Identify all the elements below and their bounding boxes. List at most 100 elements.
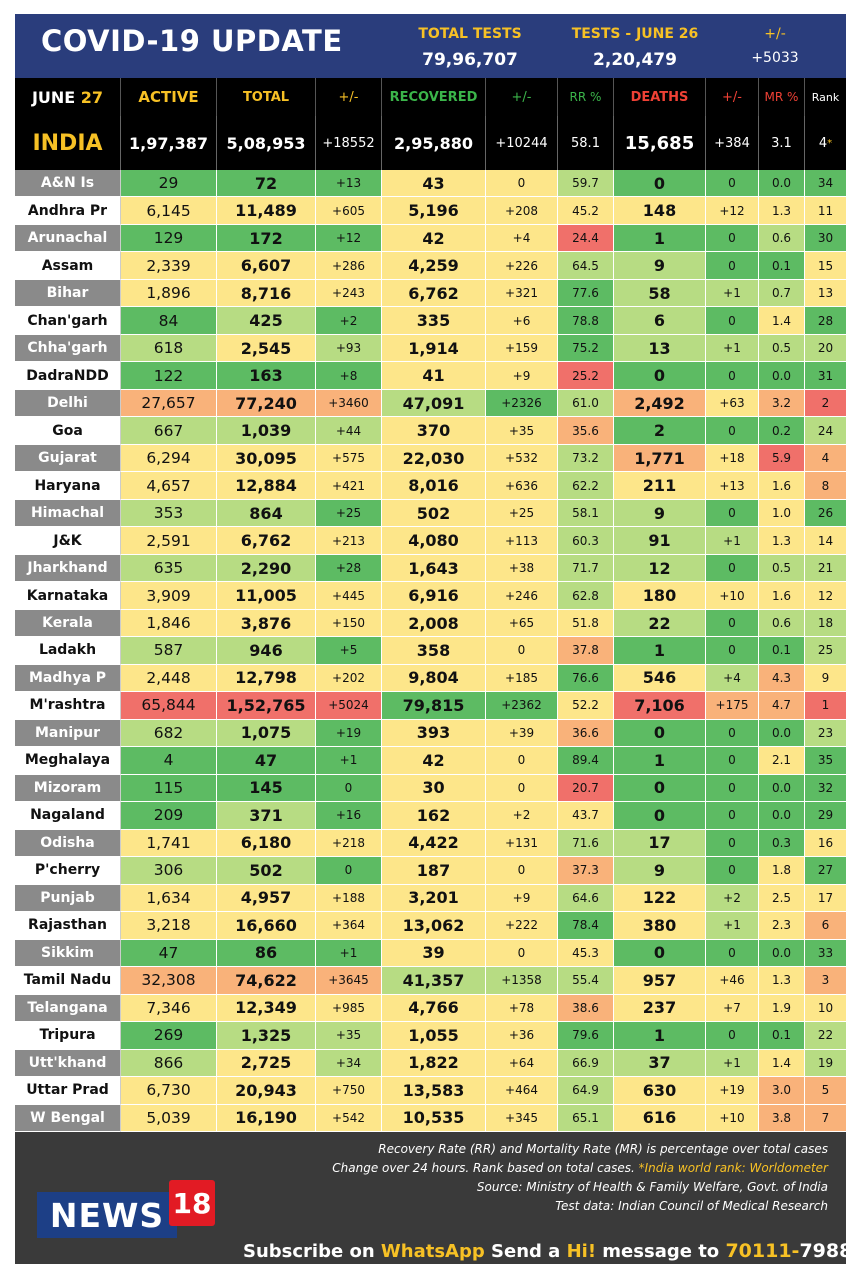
table-row: Manipur6821,075+19393+3936.6000.023 — [15, 720, 846, 747]
cell-total: 11,489 — [217, 197, 316, 224]
cell-rc: +36 — [486, 1022, 558, 1049]
table-row: M'rashtra65,8441,52,765+502479,815+23625… — [15, 692, 846, 719]
cell-total: 11,005 — [217, 582, 316, 609]
cell-rc: +222 — [486, 912, 558, 939]
cell-tc: +750 — [316, 1077, 382, 1104]
cell-rank: 23 — [805, 720, 846, 747]
cell-name: Telangana — [15, 995, 121, 1022]
cell-rc: 0 — [486, 940, 558, 967]
cell-rc: 0 — [486, 637, 558, 664]
cell-mr: 1.3 — [759, 527, 805, 554]
cell-total: 425 — [217, 307, 316, 334]
cell-dc: +10 — [706, 582, 759, 609]
cell-rank: 27 — [805, 857, 846, 884]
tests-day-value: 2,20,479 — [560, 50, 710, 70]
cell-active: 84 — [121, 307, 217, 334]
cell-mr: 1.4 — [759, 307, 805, 334]
cell-mr: 4.3 — [759, 665, 805, 692]
cell-dc: +1 — [706, 1050, 759, 1077]
cell-rc: +159 — [486, 335, 558, 362]
table-row: Utt'khand8662,725+341,822+6466.937+11.41… — [15, 1050, 846, 1077]
cell-rec: 187 — [382, 857, 486, 884]
cell-name: Sikkim — [15, 940, 121, 967]
cell-rr: 35.6 — [558, 417, 614, 444]
cell-rc: +464 — [486, 1077, 558, 1104]
cell-total: 30,095 — [217, 445, 316, 472]
cell-dc: 0 — [706, 252, 759, 279]
cell-deaths: 2,492 — [614, 390, 706, 417]
cell-name: M'rashtra — [15, 692, 121, 719]
cell-rank: 35 — [805, 747, 846, 774]
cell-mr: 0.6 — [759, 225, 805, 252]
cell-name: Manipur — [15, 720, 121, 747]
cell-mr: 1.6 — [759, 582, 805, 609]
cell-tc: +19 — [316, 720, 382, 747]
col-total-change: +/- — [316, 78, 382, 116]
table-row: Karnataka3,90911,005+4456,916+24662.8180… — [15, 582, 846, 609]
cell-total: 47 — [217, 747, 316, 774]
cell-deaths: 9 — [614, 500, 706, 527]
cell-total: 6,607 — [217, 252, 316, 279]
cell-name: Kerala — [15, 610, 121, 637]
cell-rr: 45.3 — [558, 940, 614, 967]
table-row: DadraNDD122163+841+925.2000.031 — [15, 362, 846, 389]
cell-rank: 20 — [805, 335, 846, 362]
table-row: Haryana4,65712,884+4218,016+63662.2211+1… — [15, 472, 846, 499]
india-active: 1,97,387 — [121, 116, 217, 170]
cell-mr: 2.5 — [759, 885, 805, 912]
cell-dc: +1 — [706, 912, 759, 939]
subscribe-hi: Hi! — [567, 1241, 596, 1262]
cell-name: J&K — [15, 527, 121, 554]
cell-active: 65,844 — [121, 692, 217, 719]
table-row: Punjab1,6344,957+1883,201+964.6122+22.51… — [15, 885, 846, 912]
cell-total: 74,622 — [217, 967, 316, 994]
col-total: TOTAL — [217, 78, 316, 116]
cell-rec: 1,822 — [382, 1050, 486, 1077]
cell-rc: +246 — [486, 582, 558, 609]
cell-mr: 0.0 — [759, 802, 805, 829]
table-row: Tripura2691,325+351,055+3679.6100.122 — [15, 1022, 846, 1049]
india-deaths: 15,685 — [614, 116, 706, 170]
cell-rr: 75.2 — [558, 335, 614, 362]
cell-total: 12,349 — [217, 995, 316, 1022]
cell-dc: 0 — [706, 610, 759, 637]
cell-deaths: 58 — [614, 280, 706, 307]
col-rank: Rank — [805, 78, 846, 116]
cell-name: Tripura — [15, 1022, 121, 1049]
cell-active: 32,308 — [121, 967, 217, 994]
cell-total: 864 — [217, 500, 316, 527]
cell-tc: +445 — [316, 582, 382, 609]
cell-rc: 0 — [486, 775, 558, 802]
cell-dc: 0 — [706, 720, 759, 747]
cell-dc: 0 — [706, 362, 759, 389]
cell-deaths: 9 — [614, 252, 706, 279]
table-row: Chha'garh6182,545+931,914+15975.213+10.5… — [15, 335, 846, 362]
cell-name: Bihar — [15, 280, 121, 307]
cell-rec: 2,008 — [382, 610, 486, 637]
cell-rr: 71.6 — [558, 830, 614, 857]
cell-rank: 21 — [805, 555, 846, 582]
cell-dc: +10 — [706, 1105, 759, 1132]
india-deaths-change: +384 — [706, 116, 759, 170]
cell-active: 1,846 — [121, 610, 217, 637]
cell-dc: +7 — [706, 995, 759, 1022]
cell-active: 2,591 — [121, 527, 217, 554]
cell-rec: 41 — [382, 362, 486, 389]
cell-total: 16,190 — [217, 1105, 316, 1132]
cell-rc: +113 — [486, 527, 558, 554]
cell-deaths: 37 — [614, 1050, 706, 1077]
table-row: Himachal353864+25502+2558.1901.026 — [15, 500, 846, 527]
cell-dc: 0 — [706, 940, 759, 967]
cell-rank: 8 — [805, 472, 846, 499]
cell-rc: 0 — [486, 857, 558, 884]
cell-tc: +605 — [316, 197, 382, 224]
cell-active: 5,039 — [121, 1105, 217, 1132]
cell-active: 27,657 — [121, 390, 217, 417]
cell-deaths: 0 — [614, 940, 706, 967]
cell-mr: 0.7 — [759, 280, 805, 307]
cell-total: 8,716 — [217, 280, 316, 307]
india-total: 5,08,953 — [217, 116, 316, 170]
col-mr: MR % — [759, 78, 805, 116]
cell-active: 635 — [121, 555, 217, 582]
cell-active: 6,294 — [121, 445, 217, 472]
